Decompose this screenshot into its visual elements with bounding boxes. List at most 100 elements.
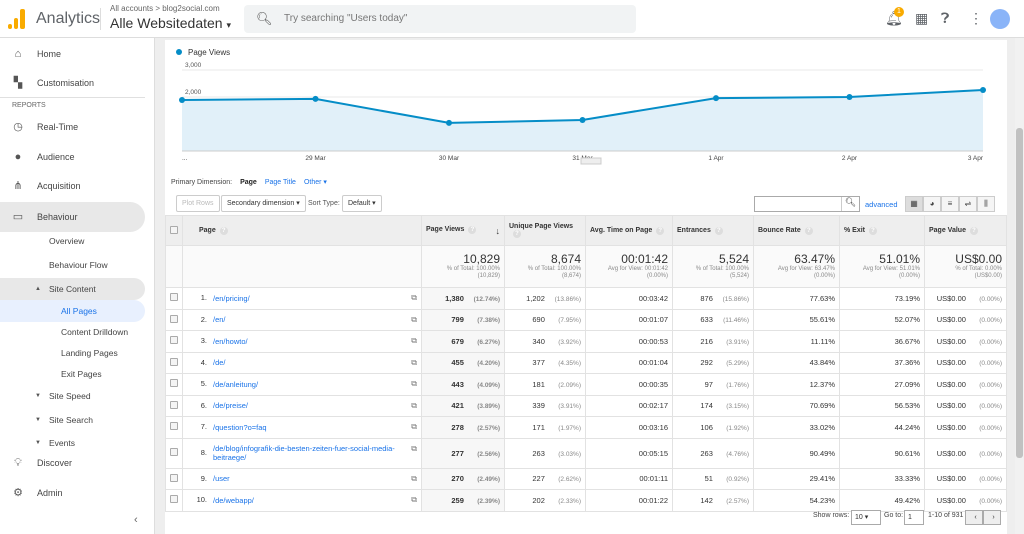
open-external-icon[interactable]: ⧉ — [411, 444, 417, 453]
open-external-icon[interactable]: ⧉ — [411, 495, 417, 505]
row-checkbox[interactable] — [165, 394, 183, 417]
row-number: 6. — [200, 400, 207, 410]
dimension-page-title[interactable]: Page Title — [264, 179, 296, 186]
caret-down-icon: ▾ — [226, 20, 232, 30]
scrollbar-thumb[interactable] — [1016, 128, 1023, 458]
goto-input[interactable]: 1 — [904, 510, 924, 525]
avg-time: 00:01:04 — [585, 351, 673, 374]
primary-dimension-label: Primary Dimension: — [171, 179, 233, 186]
page-link[interactable]: /de/webapp/ — [213, 495, 254, 505]
sidebar-item-discover[interactable]: 💡︎ Discover — [0, 452, 145, 474]
sidebar-item-content-drilldown[interactable]: Content Drilldown — [0, 321, 145, 343]
open-external-icon[interactable]: ⧉ — [411, 379, 417, 389]
percent: (1.97%) — [558, 424, 581, 432]
sidebar-item-label: Admin — [37, 488, 63, 498]
page-link[interactable]: /de/ — [213, 358, 226, 368]
row-checkbox[interactable] — [165, 308, 183, 331]
unique-page-views: 202 — [532, 495, 545, 505]
comparison-view-icon[interactable]: ⇌ — [959, 196, 977, 212]
col-page-views[interactable]: Page Views? ↓ — [421, 215, 505, 246]
scrollbar[interactable] — [1015, 38, 1024, 534]
prev-page-button[interactable]: ‹ — [965, 510, 983, 525]
row-checkbox[interactable] — [165, 489, 183, 512]
sidebar-item-audience[interactable]: ● Audience — [0, 146, 145, 168]
search-bar[interactable]: 🔍︎ Try searching "Users today" — [244, 5, 636, 33]
sidebar-item-landing-pages[interactable]: Landing Pages — [0, 342, 145, 364]
sort-type-dropdown[interactable]: Default ▾ — [342, 195, 382, 212]
pivot-view-icon[interactable]: ⫼ — [977, 196, 995, 212]
exit-rate: 33.33% — [839, 467, 925, 490]
col-avg-time[interactable]: Avg. Time on Page? — [585, 215, 673, 246]
sidebar-item-label: Home — [37, 49, 62, 59]
row-number: 5. — [200, 379, 207, 389]
avatar[interactable] — [990, 9, 1010, 29]
row-checkbox[interactable] — [165, 351, 183, 374]
page-link[interactable]: /en/ — [213, 315, 226, 325]
sidebar-item-behaviour[interactable]: ▭ Behaviour — [0, 202, 145, 232]
advanced-filter-link[interactable]: advanced — [865, 200, 898, 209]
performance-view-icon[interactable]: ≡ — [941, 196, 959, 212]
search-icon[interactable]: 🔍︎ — [841, 197, 859, 211]
collapse-chevron-icon[interactable]: ‹ — [134, 514, 138, 526]
open-external-icon[interactable]: ⧉ — [411, 293, 417, 303]
sidebar-item-overview[interactable]: Overview — [0, 230, 145, 252]
sidebar-item-all-pages[interactable]: All Pages — [0, 300, 145, 322]
page-link[interactable]: /user — [213, 474, 230, 484]
property-selector[interactable]: Alle Websitedaten ▾ — [110, 15, 231, 31]
row-checkbox[interactable] — [165, 467, 183, 490]
sidebar-item-customisation[interactable]: ▚ Customisation — [0, 72, 145, 94]
more-vert-icon[interactable]: ⋮ — [969, 10, 983, 26]
percent: (2.33%) — [558, 497, 581, 505]
col-unique-page-views[interactable]: Unique Page Views? — [504, 215, 586, 246]
open-external-icon[interactable]: ⧉ — [411, 422, 417, 432]
show-rows-select[interactable]: 10 ▾ — [851, 510, 881, 525]
row-checkbox[interactable] — [165, 416, 183, 439]
col-page-value[interactable]: Page Value? — [924, 215, 1007, 246]
percent: (11.46%) — [723, 317, 749, 325]
page-link[interactable]: /de/anleitung/ — [213, 379, 259, 389]
next-page-button[interactable]: › — [983, 510, 1001, 525]
plot-rows-button[interactable]: Plot Rows — [176, 195, 220, 212]
sidebar-item-real-time[interactable]: ◷ Real-Time — [0, 116, 145, 138]
sidebar-item-acquisition[interactable]: ⋔ Acquisition — [0, 175, 145, 197]
dimension-other[interactable]: Other ▾ — [303, 179, 327, 186]
row-checkbox[interactable] — [165, 287, 183, 310]
row-checkbox[interactable] — [165, 373, 183, 396]
open-external-icon[interactable]: ⧉ — [411, 473, 417, 483]
open-external-icon[interactable]: ⧉ — [411, 314, 417, 324]
sidebar-item-label: Exit Pages — [61, 369, 102, 379]
sidebar-item-site-speed[interactable]: ▼ Site Speed — [0, 385, 145, 407]
row-number: 9. — [200, 473, 207, 483]
sidebar-item-behaviour-flow[interactable]: Behaviour Flow — [0, 254, 145, 276]
page-link[interactable]: /de/blog/infografik-die-besten-zeiten-fu… — [213, 444, 395, 462]
dimension-page[interactable]: Page — [240, 179, 257, 186]
col-bounce-rate[interactable]: Bounce Rate? — [753, 215, 840, 246]
page-link[interactable]: /de/preise/ — [213, 401, 249, 411]
col-page[interactable]: Page? — [182, 215, 422, 246]
row-checkbox[interactable] — [165, 437, 183, 469]
open-external-icon[interactable]: ⧉ — [411, 400, 417, 410]
select-all-checkbox[interactable] — [165, 215, 183, 246]
table-view-icon[interactable]: ▦ — [905, 196, 923, 212]
sidebar-item-admin[interactable]: ⚙ Admin — [0, 482, 145, 504]
sidebar-item-events[interactable]: ▼ Events — [0, 432, 145, 454]
col-exit[interactable]: % Exit? — [839, 215, 925, 246]
sidebar-item-site-search[interactable]: ▼ Site Search — [0, 409, 145, 431]
breadcrumb[interactable]: All accounts > blog2social.com — [110, 4, 220, 13]
row-checkbox[interactable] — [165, 330, 183, 353]
sidebar-item-home[interactable]: ⌂ Home — [0, 43, 145, 65]
secondary-dimension-dropdown[interactable]: Secondary dimension ▾ — [221, 195, 306, 212]
open-external-icon[interactable]: ⧉ — [411, 336, 417, 346]
pie-view-icon[interactable]: ◕ — [923, 196, 941, 212]
page-link[interactable]: /question?o=faq — [213, 422, 267, 432]
open-external-icon[interactable]: ⧉ — [411, 357, 417, 367]
table-filter-input[interactable]: 🔍︎ — [754, 196, 860, 212]
col-entrances[interactable]: Entrances? — [672, 215, 754, 246]
page-link[interactable]: /en/pricing/ — [213, 293, 250, 303]
sidebar-item-exit-pages[interactable]: Exit Pages — [0, 363, 145, 385]
page-link[interactable]: /en/howto/ — [213, 336, 248, 346]
sidebar-item-site-content[interactable]: ▲ Site Content — [0, 278, 145, 300]
help-icon[interactable]: ❓︎ — [941, 10, 950, 26]
data-point — [579, 116, 586, 123]
apps-grid-icon[interactable]: ▦ — [915, 10, 929, 26]
